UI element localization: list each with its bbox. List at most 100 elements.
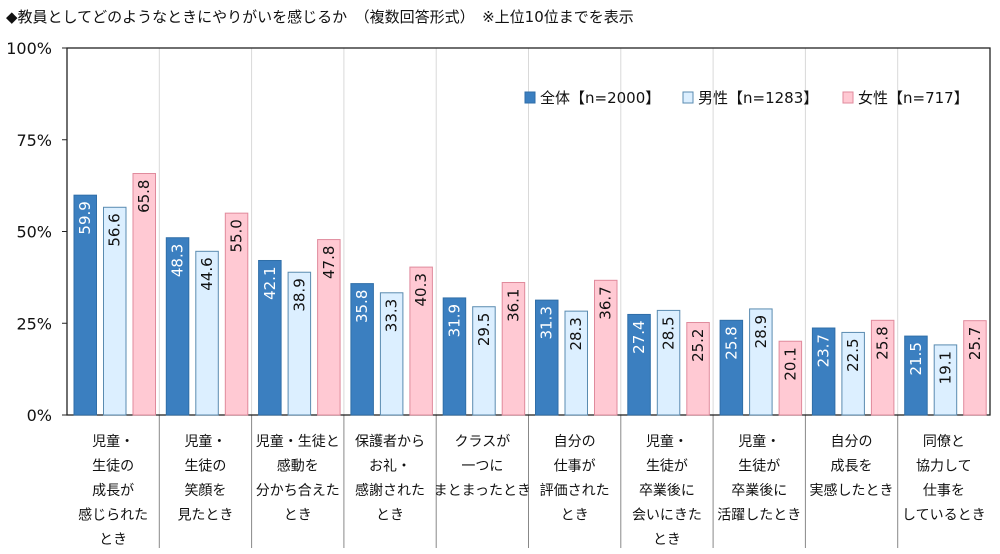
x-category-label: 成長が <box>92 483 134 499</box>
x-category-label: とき <box>99 532 127 548</box>
x-category-label: 保護者から <box>355 434 425 450</box>
bar <box>379 292 404 416</box>
legend-label: 女性【n=717】 <box>858 89 969 107</box>
x-category-label: 実感したとき <box>810 482 894 499</box>
bar-value-label: 55.0 <box>228 219 246 252</box>
bar <box>778 340 803 416</box>
x-category-label: 児童・ <box>92 433 134 450</box>
bar-value-label: 23.7 <box>815 334 833 367</box>
y-tick-label: 100% <box>6 39 52 58</box>
legend-swatch <box>682 91 694 104</box>
bar <box>686 322 710 416</box>
bar-value-label: 19.1 <box>936 351 954 384</box>
x-category-label: 自分の <box>554 434 596 450</box>
x-category-label: 仕事を <box>923 483 965 499</box>
x-category-label: とき <box>284 508 312 524</box>
bar-value-label: 27.4 <box>630 320 648 353</box>
bar <box>73 194 97 416</box>
bar-value-label: 25.8 <box>722 326 740 359</box>
x-category-label: しているとき <box>902 508 986 524</box>
bar-value-label: 33.3 <box>383 299 401 332</box>
x-category-label: 感じられた <box>78 507 148 524</box>
x-category-label: 児童・ <box>646 433 688 450</box>
bar-value-label: 36.1 <box>504 289 522 322</box>
x-category-label: とき <box>376 508 404 524</box>
bar-value-label: 25.7 <box>966 327 984 360</box>
bar-value-label: 40.3 <box>412 273 430 306</box>
y-tick-label: 50% <box>16 223 52 242</box>
bar <box>904 335 928 416</box>
bar-value-label: 48.3 <box>169 244 187 277</box>
bar-value-label: 28.5 <box>660 316 678 349</box>
bar <box>103 206 127 416</box>
x-category-label: 生徒が <box>646 459 688 475</box>
bar <box>350 283 374 416</box>
x-category-label: 生徒の <box>184 459 226 475</box>
x-category-label: お礼・ <box>369 459 411 475</box>
y-tick-label: 75% <box>16 131 52 150</box>
x-category-label: 自分の <box>831 434 873 450</box>
bar-value-label: 31.3 <box>538 306 556 339</box>
x-category-label: まとまったとき <box>434 483 531 499</box>
y-tick-label: 0% <box>27 406 52 425</box>
legend-swatch <box>842 91 854 104</box>
bar-value-label: 22.5 <box>844 338 862 371</box>
bar <box>195 250 219 416</box>
x-category-label: とき <box>561 508 589 524</box>
bar <box>472 306 496 416</box>
bar <box>224 212 249 416</box>
bar-value-label: 21.5 <box>907 342 925 375</box>
bar-value-label: 59.9 <box>76 201 94 234</box>
x-category-label: 感動を <box>277 458 319 475</box>
bar <box>719 319 744 416</box>
bar-value-label: 38.9 <box>290 278 308 311</box>
bar-value-label: 25.8 <box>874 326 892 359</box>
x-category-label: 卒業後に <box>731 483 787 499</box>
bar <box>258 259 282 416</box>
bar <box>501 282 526 416</box>
bar <box>165 237 190 416</box>
bar-value-label: 29.5 <box>475 313 493 346</box>
bar-value-label: 20.1 <box>781 347 799 380</box>
x-category-label: 評価された <box>540 483 610 499</box>
x-category-label: 活躍したとき <box>717 508 801 524</box>
legend-swatch <box>524 91 536 104</box>
x-category-label: 児童・ <box>184 433 226 450</box>
bar-value-label: 65.8 <box>135 180 153 213</box>
chart-title: ◆教員としてどのようなときにやりがいを感じるか （複数回答形式） ※上位10位ま… <box>6 8 634 26</box>
bar <box>132 173 156 416</box>
bar <box>656 309 681 416</box>
bar-value-label: 25.2 <box>689 329 707 362</box>
bar-value-label: 31.9 <box>445 304 463 337</box>
x-category-label: 生徒の <box>92 459 134 475</box>
bar-value-label: 36.7 <box>597 286 615 319</box>
y-tick-label: 25% <box>16 314 52 333</box>
bar <box>749 308 773 416</box>
x-category-label: 会いにきた <box>632 508 702 524</box>
bar <box>963 320 987 416</box>
bar <box>287 271 312 416</box>
bar <box>594 279 618 416</box>
bar-value-label: 42.1 <box>261 266 279 299</box>
x-category-label: 分かち合えた <box>256 483 340 499</box>
bar-value-label: 47.8 <box>320 246 338 279</box>
x-category-label: クラスが <box>454 434 510 450</box>
x-category-label: 児童・生徒と <box>256 433 340 450</box>
bar <box>627 313 651 416</box>
bar <box>535 299 559 416</box>
bar <box>564 310 588 416</box>
x-category-label: 仕事が <box>554 459 596 475</box>
bar <box>870 319 895 416</box>
bar <box>442 297 467 416</box>
x-category-label: とき <box>653 532 681 548</box>
x-category-label: 児童・ <box>738 433 780 450</box>
x-category-label: 一つに <box>461 459 503 475</box>
x-category-label: 成長を <box>831 459 873 475</box>
bar <box>317 239 341 416</box>
x-category-label: 卒業後に <box>639 483 695 499</box>
bar-value-label: 56.6 <box>106 213 124 246</box>
bar-value-label: 35.8 <box>353 290 371 323</box>
x-category-label: 感謝された <box>355 482 425 499</box>
legend-label: 男性【n=1283】 <box>698 89 818 107</box>
